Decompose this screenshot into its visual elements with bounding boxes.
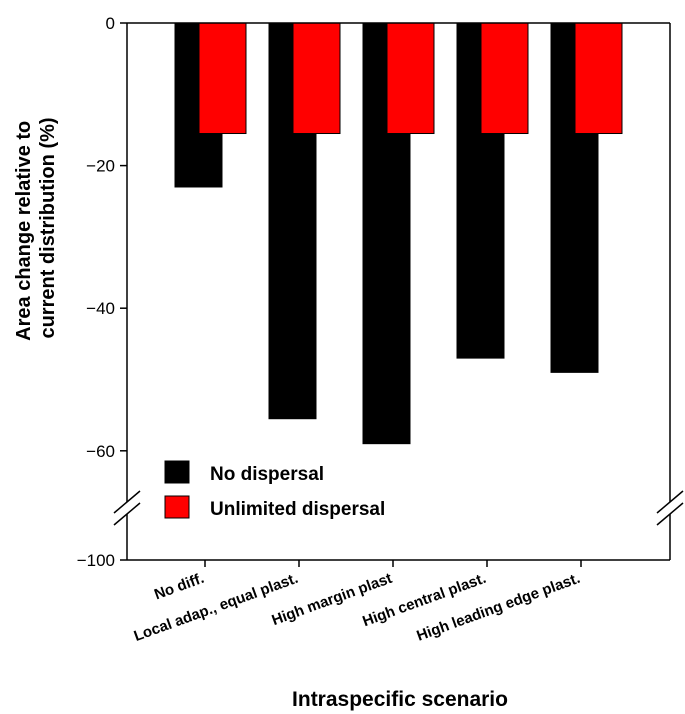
legend-label-2: Unlimited dispersal: [210, 499, 385, 520]
y-axis-title: Area change relative to current distribu…: [13, 115, 59, 341]
right-axis-break-mark-2: [656, 502, 684, 526]
y-axis: 0 −20 −40 −60 −100: [77, 14, 127, 570]
bar-unlimited-dispersal-1: [198, 22, 247, 135]
x-category-label: Local adap., equal plast.: [132, 570, 301, 645]
plot-frame: [113, 22, 684, 561]
right-axis-break-mark-1: [656, 490, 684, 514]
bar-unlimited-dispersal-4: [480, 22, 529, 135]
y-axis-title-line-2: current distribution (%): [37, 117, 59, 338]
y-axis-title-line-1: Area change relative to: [13, 121, 35, 341]
y-tick-label: −40: [86, 299, 115, 318]
bar-unlimited-dispersal-5: [574, 22, 623, 135]
x-category-label: High leading edge plast.: [414, 570, 582, 645]
x-axis-title: Intraspecific scenario: [292, 688, 508, 711]
bar-unlimited-dispersal-2: [292, 22, 341, 135]
legend-swatch-1: [164, 460, 190, 484]
y-axis-break-mark-2: [113, 502, 141, 526]
bars-group: [174, 22, 623, 445]
bar-unlimited-dispersal-3: [386, 22, 435, 135]
y-tick-label: −20: [86, 157, 115, 176]
y-tick-label: 0: [106, 14, 115, 33]
y-tick-label: −100: [77, 551, 115, 570]
legend-label-1: No dispersal: [210, 464, 324, 485]
y-tick-label: −60: [86, 442, 115, 461]
y-axis-break-mark-1: [113, 490, 141, 514]
legend-swatch-2: [164, 495, 190, 519]
x-category-label: No diff.: [152, 570, 206, 604]
legend: No dispersal Unlimited dispersal: [164, 460, 385, 520]
x-axis: No diff.Local adap., equal plast.High ma…: [132, 560, 582, 645]
